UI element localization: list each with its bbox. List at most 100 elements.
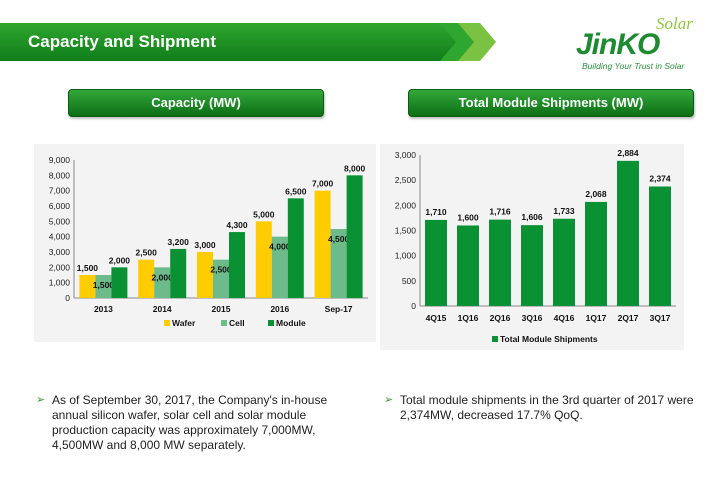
legend-label: Total Module Shipments xyxy=(500,334,598,344)
page-title: Capacity and Shipment xyxy=(28,32,216,51)
data-label: 5,000 xyxy=(253,209,275,219)
shipments-chart-panel: 0 500 1,000 1,500 2,000 2,500 3,000 1,710 4Q15 1,… xyxy=(380,144,684,350)
bar-wafer xyxy=(255,221,272,298)
x-tick-label: 3Q17 xyxy=(650,313,671,323)
bullet-arrow-icon: ➢ xyxy=(384,394,394,406)
y-tick-label: 1,500 xyxy=(395,226,417,236)
x-tick-label: Sep-17 xyxy=(325,304,353,314)
bar-shipments xyxy=(457,225,479,306)
company-logo: Solar JinKO Building Your Trust in Solar xyxy=(576,14,706,74)
logo-brand-text: JinKO xyxy=(576,28,660,61)
bar-wafer xyxy=(197,252,213,298)
x-tick-label: 2015 xyxy=(212,304,231,314)
data-label: 1,733 xyxy=(553,206,575,216)
data-label: 2,374 xyxy=(649,174,671,184)
legend-swatch xyxy=(164,320,170,326)
bar-wafer xyxy=(79,275,96,298)
data-label: 4,000 xyxy=(269,242,291,252)
x-tick-label: 2Q16 xyxy=(490,313,511,323)
x-tick-label: 1Q17 xyxy=(586,313,607,323)
logo-tagline: Building Your Trust in Solar xyxy=(582,61,685,71)
y-tick-label: 9,000 xyxy=(49,155,71,165)
bar-module xyxy=(229,232,245,298)
x-tick-label: 2013 xyxy=(94,304,113,314)
data-label: 7,000 xyxy=(312,179,334,189)
bar-shipments xyxy=(553,218,575,306)
bar-shipments xyxy=(489,219,511,306)
y-tick-label: 3,000 xyxy=(49,247,71,257)
data-label: 1,716 xyxy=(489,207,511,217)
data-label: 3,000 xyxy=(194,240,216,250)
bar-module xyxy=(170,248,187,298)
bar-module xyxy=(287,198,304,298)
shipments-heading: Total Module Shipments (MW) xyxy=(408,89,694,117)
y-tick-label: 2,000 xyxy=(395,200,417,210)
y-tick-label: 6,000 xyxy=(49,201,71,211)
legend-label: Cell xyxy=(229,318,245,328)
data-label: 2,500 xyxy=(210,265,232,275)
bar-module xyxy=(346,175,363,298)
y-tick-label: 500 xyxy=(402,276,416,286)
data-label: 1,500 xyxy=(77,263,99,273)
bar-cell xyxy=(154,267,171,298)
data-label: 4,500 xyxy=(328,234,350,244)
y-tick-label: 1,000 xyxy=(395,251,417,261)
data-label: 4,300 xyxy=(226,220,248,230)
capacity-chart-panel: 0 1,000 2,000 3,000 4,000 5,000 6,000 7,000 8,00… xyxy=(34,144,376,342)
data-label: 1,600 xyxy=(457,212,479,222)
data-label: 1,710 xyxy=(425,207,447,217)
legend-swatch xyxy=(268,320,274,326)
bar-shipments xyxy=(649,186,671,306)
legend-swatch xyxy=(221,320,227,326)
data-label: 2,884 xyxy=(617,148,639,158)
x-tick-label: 2Q17 xyxy=(618,313,639,323)
x-tick-label: 2016 xyxy=(270,304,289,314)
shipments-bullet: ➢ Total module shipments in the 3rd quar… xyxy=(384,393,694,423)
shipments-chart: 0 500 1,000 1,500 2,000 2,500 3,000 1,710 4Q15 1,… xyxy=(395,148,676,344)
title-banner xyxy=(0,23,468,61)
data-label: 2,500 xyxy=(136,248,158,258)
bar-shipments xyxy=(521,225,543,306)
x-tick-label: 4Q16 xyxy=(554,313,575,323)
data-label: 1,500 xyxy=(93,280,115,290)
data-label: 1,606 xyxy=(521,212,543,222)
bar-wafer xyxy=(138,259,155,298)
y-tick-label: 2,000 xyxy=(49,262,71,272)
bar-cell xyxy=(95,275,112,298)
capacity-chart: 0 1,000 2,000 3,000 4,000 5,000 6,000 7,000 8,00… xyxy=(49,155,368,328)
bar-cell xyxy=(330,229,347,298)
x-tick-label: 4Q15 xyxy=(426,313,447,323)
y-tick-label: 0 xyxy=(65,293,70,303)
y-tick-label: 2,500 xyxy=(395,175,417,185)
y-tick-label: 8,000 xyxy=(49,170,71,180)
legend-swatch xyxy=(492,336,498,342)
y-tick-label: 3,000 xyxy=(395,150,417,160)
data-label: 8,000 xyxy=(344,163,366,173)
bullet-arrow-icon: ➢ xyxy=(36,394,46,406)
bar-shipments xyxy=(585,201,607,306)
x-tick-label: 3Q16 xyxy=(522,313,543,323)
data-label: 2,000 xyxy=(109,255,131,265)
y-tick-label: 7,000 xyxy=(49,186,71,196)
legend-label: Module xyxy=(276,318,306,328)
bar-cell xyxy=(271,236,288,298)
x-tick-label: 1Q16 xyxy=(458,313,479,323)
y-tick-label: 1,000 xyxy=(49,278,71,288)
legend-label: Wafer xyxy=(172,318,196,328)
y-tick-label: 4,000 xyxy=(49,232,71,242)
capacity-bullet-text: As of September 30, 2017, the Company's … xyxy=(52,393,328,452)
x-tick-label: 2014 xyxy=(153,304,172,314)
shipments-bullet-text: Total module shipments in the 3rd quarte… xyxy=(400,393,694,422)
data-label: 6,500 xyxy=(285,186,307,196)
capacity-heading: Capacity (MW) xyxy=(68,89,324,117)
bar-module xyxy=(111,267,128,298)
bar-shipments xyxy=(425,219,447,306)
bar-wafer xyxy=(314,190,331,298)
y-tick-label: 0 xyxy=(411,301,416,311)
chevron-icon xyxy=(440,23,496,61)
bar-shipments xyxy=(617,160,639,306)
data-label: 3,200 xyxy=(168,237,190,247)
y-tick-label: 5,000 xyxy=(49,216,71,226)
data-label: 2,068 xyxy=(585,189,607,199)
logo-solar-text: Solar xyxy=(656,14,693,33)
